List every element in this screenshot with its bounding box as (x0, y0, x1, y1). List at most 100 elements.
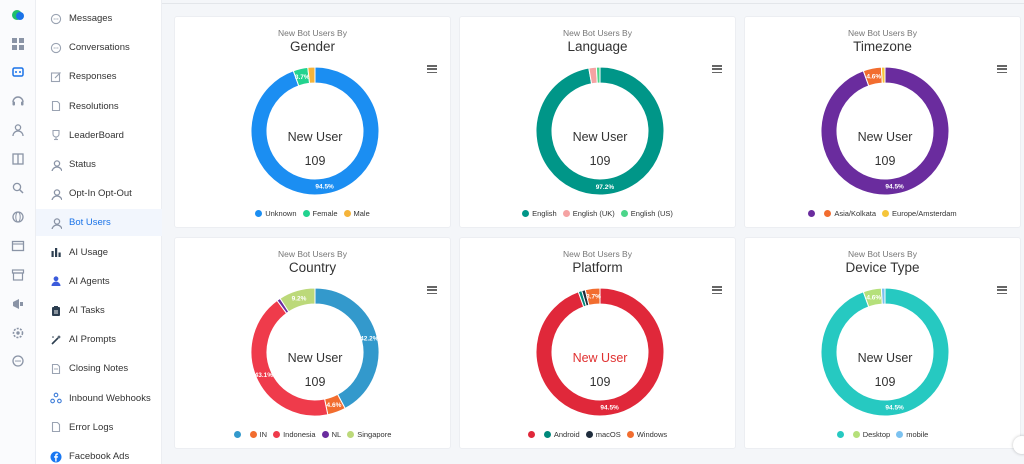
donut-slice[interactable] (820, 66, 950, 196)
sidebar-item-leaderboard[interactable]: LeaderBoard (36, 122, 162, 149)
legend-marker (255, 210, 263, 217)
chart-card-platform: New Bot Users By Platform 94.5% 3.7% New U… (459, 237, 736, 449)
settings-icon[interactable] (11, 326, 25, 340)
legend-label: Europe/Amsterdam (892, 209, 957, 218)
sidebar-item-label: Messages (69, 13, 113, 24)
legend-item[interactable]: Singapore (347, 430, 391, 439)
donut-slice[interactable] (535, 287, 665, 417)
chart-title: Platform (572, 260, 623, 275)
sidebar-item-label: Responses (69, 71, 117, 83)
search-icon[interactable] (11, 181, 25, 195)
legend-item[interactable]: Male (343, 209, 370, 218)
legend-marker (347, 431, 355, 438)
chart-legend: Android macOS Windows (460, 430, 735, 439)
legend-item[interactable] (527, 431, 538, 438)
main-content: New Bot Users By Gender 94.5% 3.7% New Use… (162, 0, 1024, 464)
chart-legend: IN Indonesia NL Singapore (175, 430, 450, 439)
sidebar-item-responses[interactable]: Responses (36, 63, 162, 90)
legend-item[interactable]: IN (249, 430, 267, 439)
donut-slice[interactable] (880, 287, 886, 305)
legend-item[interactable]: Asia/Kolkata (824, 209, 876, 218)
legend-item[interactable] (233, 431, 244, 438)
chat-icon[interactable] (11, 354, 25, 368)
donut-slice[interactable] (880, 66, 886, 84)
legend-item[interactable]: mobile (896, 430, 928, 439)
hamburger-menu-icon[interactable] (997, 286, 1007, 295)
slice-data-label: 94.5% (315, 183, 334, 190)
donut-slice[interactable] (250, 66, 380, 196)
sidebar-item-facebook-ads[interactable]: Facebook Ads (36, 443, 162, 464)
sidebar-item-ai-prompts[interactable]: AI Prompts (36, 326, 162, 353)
legend-item[interactable]: English (UK) (562, 209, 615, 218)
logo-icon[interactable] (11, 8, 25, 22)
slice-data-label: 3.7% (295, 74, 310, 81)
chart-card-timezone: New Bot Users By Timezone 94.5% 4.6% New U… (744, 16, 1021, 228)
legend-item[interactable]: Unknown (255, 209, 297, 218)
donut-slice[interactable] (307, 66, 316, 84)
sidebar-item-ai-agents[interactable]: AI Agents (36, 268, 162, 295)
legend-item[interactable] (836, 431, 847, 438)
legend-marker (343, 210, 351, 217)
magic-wand-icon (50, 334, 62, 346)
sidebar-item-closing-notes[interactable]: Closing Notes (36, 355, 162, 382)
chart-card-language: New Bot Users By Language 97.2% New User … (459, 16, 736, 228)
slice-data-label: 4.6% (327, 402, 342, 409)
sidebar-item-ai-tasks[interactable]: AI Tasks (36, 297, 162, 324)
scroll-to-top-button[interactable] (1013, 436, 1024, 454)
donut-slice[interactable] (279, 287, 316, 313)
slice-data-label: 97.2% (596, 184, 615, 191)
hamburger-menu-icon[interactable] (427, 286, 437, 295)
sidebar-item-error-logs[interactable]: Error Logs (36, 414, 162, 441)
sidebar-item-opt-in-opt-out[interactable]: Opt-In Opt-Out (36, 180, 162, 207)
chart-title: Country (288, 260, 337, 275)
donut-slice[interactable] (584, 287, 601, 306)
sidebar-item-bot-users[interactable]: Bot Users (36, 209, 162, 237)
legend-item[interactable]: English (US) (620, 209, 673, 218)
grid-icon[interactable] (11, 37, 25, 51)
legend-item[interactable] (808, 210, 818, 217)
legend-item[interactable]: macOS (585, 430, 621, 439)
hamburger-menu-icon[interactable] (712, 65, 722, 74)
legend-item[interactable]: English (522, 209, 557, 218)
hamburger-menu-icon[interactable] (997, 65, 1007, 74)
legend-item[interactable]: Female (302, 209, 338, 218)
legend-item[interactable]: Windows (626, 430, 667, 439)
legend-marker (882, 210, 890, 217)
legend-item[interactable]: Europe/Amsterdam (882, 209, 957, 218)
bot-icon[interactable] (11, 65, 25, 79)
sidebar-item-resolutions[interactable]: Resolutions (36, 93, 162, 120)
megaphone-icon[interactable] (11, 297, 25, 311)
sidebar: Messages Conversations Responses Resolution… (36, 0, 162, 464)
donut-slice[interactable] (820, 287, 950, 417)
user-icon (50, 188, 62, 200)
window-icon[interactable] (11, 239, 25, 253)
legend-marker (620, 210, 628, 217)
donut-chart: 94.5% 3.7% (250, 66, 380, 196)
donut-slice[interactable] (595, 66, 601, 84)
sidebar-item-label: Error Logs (69, 421, 114, 433)
globe-icon[interactable] (11, 210, 25, 224)
legend-item[interactable]: NL (321, 430, 341, 439)
hamburger-menu-icon[interactable] (427, 65, 437, 74)
slice-data-label: 42.2% (360, 336, 379, 343)
sidebar-item-ai-usage[interactable]: AI Usage (36, 239, 162, 266)
donut-slice[interactable] (535, 66, 665, 196)
sidebar-item-inbound-webhooks[interactable]: Inbound Webhooks (36, 385, 162, 412)
sidebar-item-messages[interactable]: Messages (36, 5, 162, 32)
sidebar-item-conversations[interactable]: Conversations (36, 34, 162, 61)
chart-legend: Unknown Female Male (175, 209, 450, 218)
sidebar-item-status[interactable]: Status (36, 151, 162, 178)
user-icon[interactable] (11, 123, 25, 137)
legend-marker (824, 210, 832, 217)
donut-center-label: New User (287, 351, 343, 365)
book-icon[interactable] (11, 152, 25, 166)
legend-marker (522, 210, 530, 217)
legend-item[interactable]: Indonesia (273, 430, 316, 439)
legend-item[interactable]: Android (543, 430, 580, 439)
slice-data-label: 94.5% (885, 404, 904, 411)
headset-icon[interactable] (11, 94, 25, 108)
hamburger-menu-icon[interactable] (712, 286, 722, 295)
legend-item[interactable]: Desktop (852, 430, 890, 439)
donut-slice[interactable] (314, 287, 380, 410)
archive-icon[interactable] (11, 268, 25, 282)
